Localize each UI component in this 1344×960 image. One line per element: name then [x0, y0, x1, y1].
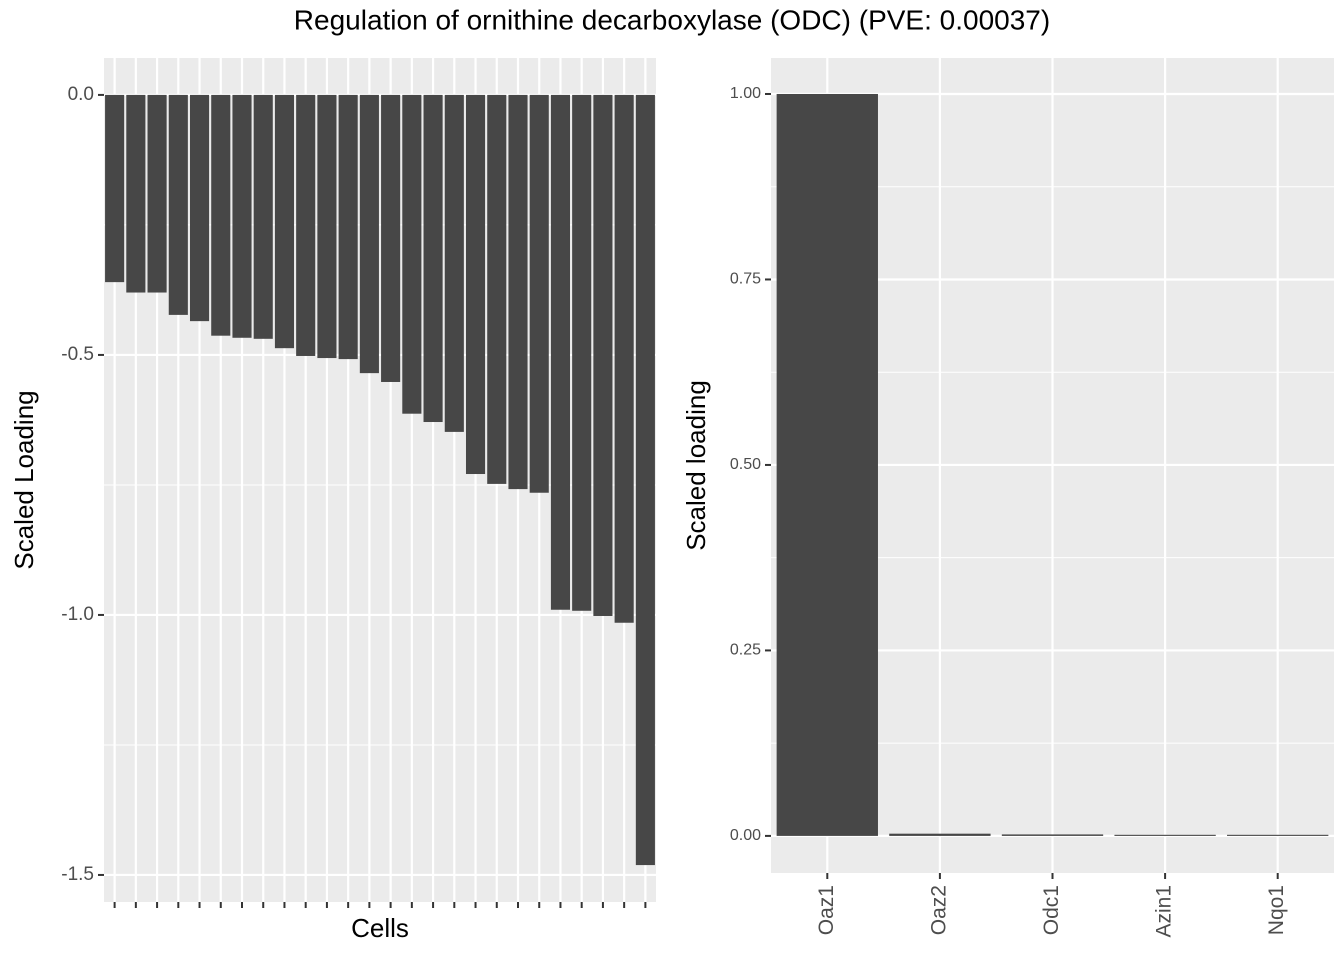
- bar: [593, 94, 613, 616]
- bar: [889, 833, 991, 836]
- y-tick-label: 0.75: [730, 271, 761, 288]
- y-tick-label: 0.0: [68, 84, 94, 105]
- bar: [126, 94, 146, 293]
- x-axis-label: Cells: [351, 913, 409, 943]
- bar: [232, 94, 252, 338]
- bar: [189, 94, 210, 322]
- x-tick-label: Oaz2: [927, 885, 950, 935]
- x-tick-label: Nqo1: [1265, 885, 1288, 935]
- bar: [147, 94, 167, 293]
- bar: [550, 94, 571, 610]
- y-tick-label: 0.00: [730, 827, 761, 844]
- bar: [1114, 834, 1216, 836]
- bar: [105, 94, 125, 283]
- x-tick-label: Odc1: [1040, 885, 1063, 935]
- y-tick-label: -1.0: [61, 604, 94, 625]
- bar: [1227, 834, 1329, 836]
- y-tick-label: 0.50: [730, 456, 761, 473]
- bar: [1001, 834, 1104, 836]
- bar: [465, 94, 486, 475]
- bar: [529, 94, 549, 493]
- y-tick-label: -0.5: [61, 344, 94, 365]
- y-axis-label: Scaled loading: [681, 380, 711, 551]
- bar: [508, 94, 528, 490]
- bar: [253, 94, 273, 339]
- bar: [168, 94, 188, 315]
- bar: [381, 94, 401, 382]
- bar: [614, 94, 634, 623]
- bar: [487, 94, 507, 484]
- bar: [274, 94, 295, 349]
- bar: [776, 93, 878, 836]
- x-tick-label: Azin1: [1153, 885, 1176, 938]
- bar: [211, 94, 231, 336]
- y-tick-label: -1.5: [61, 864, 94, 885]
- bar: [635, 94, 655, 866]
- bar: [317, 94, 337, 359]
- bar: [402, 94, 422, 414]
- bar: [444, 94, 464, 432]
- y-axis-label: Scaled Loading: [9, 390, 39, 569]
- chart-title: Regulation of ornithine decarboxylase (O…: [294, 4, 1050, 35]
- bar: [359, 94, 379, 374]
- bar: [296, 94, 316, 356]
- y-tick-label: 0.25: [730, 642, 761, 659]
- bar: [572, 94, 592, 611]
- y-tick-label: 1.00: [730, 85, 761, 102]
- bar: [338, 94, 358, 360]
- bar: [423, 94, 443, 423]
- x-tick-label: Oaz1: [815, 885, 838, 935]
